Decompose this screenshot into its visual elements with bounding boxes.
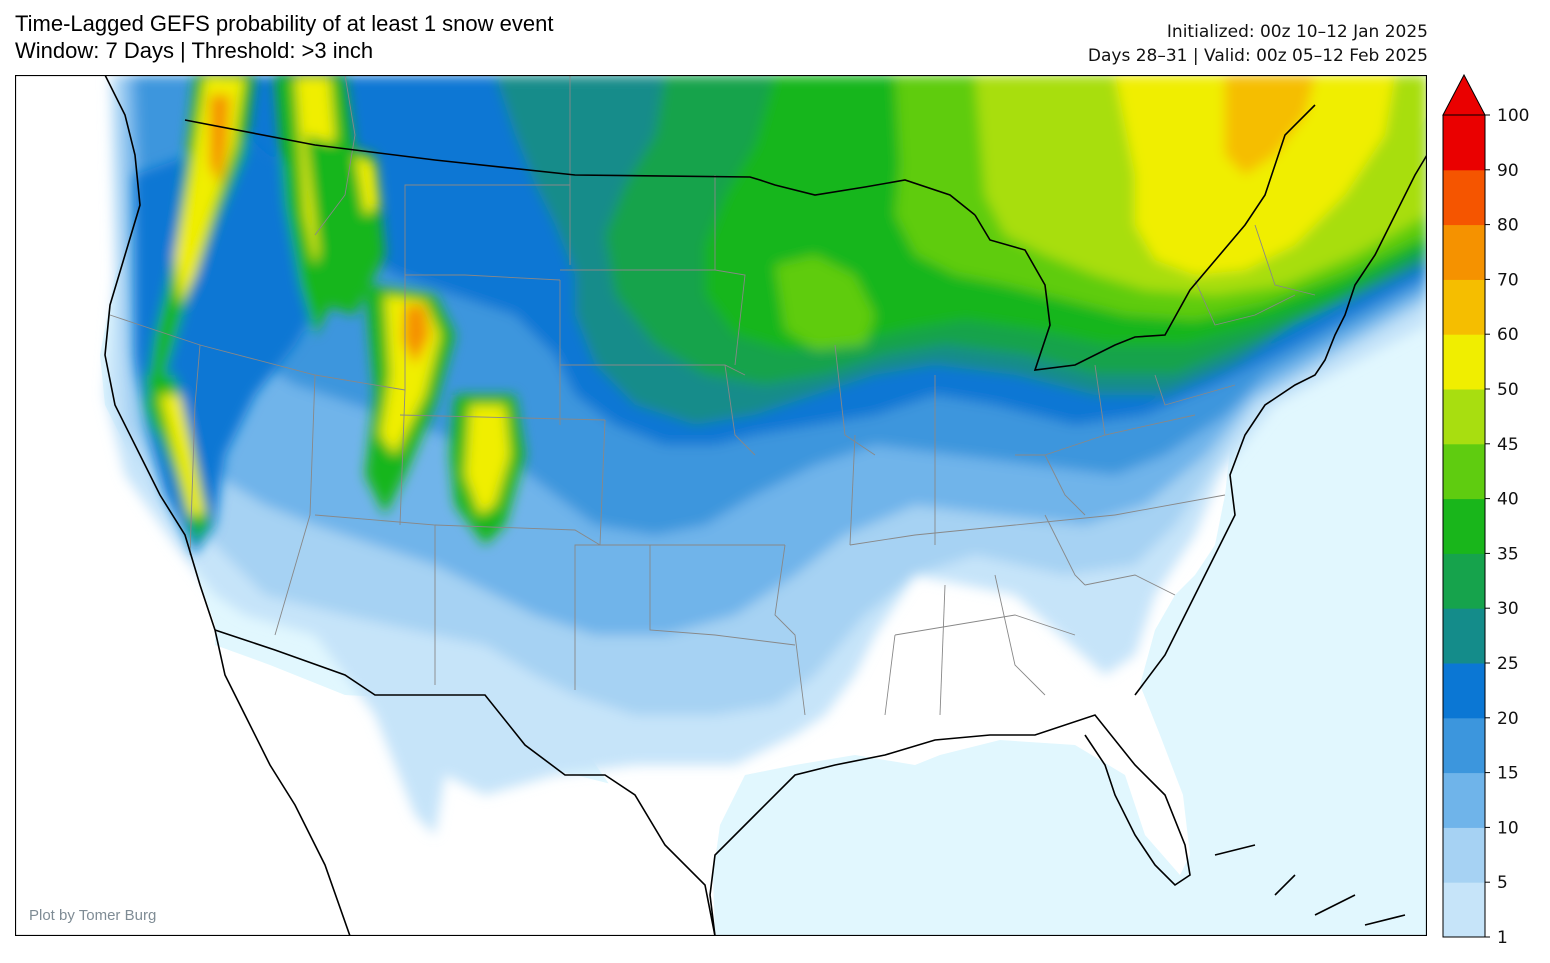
colorbar-segment — [1443, 663, 1485, 719]
map-subtitle: Window: 7 Days | Threshold: >3 inch — [15, 38, 374, 63]
colorbar-segment — [1443, 279, 1485, 335]
colorbar-segment — [1443, 608, 1485, 664]
init-time: Initialized: 00z 10–12 Jan 2025 — [1166, 22, 1428, 42]
colorbar-label: 70 — [1497, 270, 1519, 290]
colorbar-label: 80 — [1497, 216, 1519, 236]
colorbar-segment — [1443, 169, 1485, 226]
colorbar-segment — [1443, 334, 1485, 390]
valid-time: Days 28–31 | Valid: 00z 05–12 Feb 2025 — [1087, 46, 1428, 66]
colorbar-label: 1 — [1497, 928, 1508, 948]
colorbar-label: 20 — [1497, 709, 1519, 729]
colorbar-segment — [1443, 717, 1485, 774]
colorbar-label: 90 — [1497, 161, 1519, 181]
colorbar-segment — [1443, 827, 1485, 883]
colorbar-label: 25 — [1497, 654, 1519, 674]
colorbar-segment — [1443, 553, 1485, 609]
colorbar-label: 45 — [1497, 435, 1519, 455]
colorbar-segment — [1443, 224, 1485, 280]
mountain-streaks — [135, 75, 525, 555]
colorbar-label: 50 — [1497, 380, 1519, 400]
colorbar-segment — [1443, 498, 1485, 554]
colorbar-label: 100 — [1497, 106, 1529, 126]
colorbar-segment — [1443, 115, 1485, 171]
plot-credit: Plot by Tomer Burg — [29, 907, 157, 924]
colorbar-segment — [1443, 443, 1485, 500]
title-block: Time-Lagged GEFS probability of at least… — [15, 10, 553, 64]
borders — [104, 75, 1427, 936]
colorbar-label: 5 — [1497, 873, 1508, 893]
map-title: Time-Lagged GEFS probability of at least… — [15, 11, 554, 36]
colorbar-label: 15 — [1497, 764, 1519, 784]
colorbar-label: 35 — [1497, 544, 1519, 564]
colorbar-extend-arrow — [1442, 73, 1486, 116]
colorbar-label: 60 — [1497, 325, 1519, 345]
probability-shading — [105, 75, 1427, 835]
colorbar-legend: 1 5 10 15 20 25 30 35 40 45 50 60 70 80 90 100 — [1440, 70, 1550, 950]
colorbar-segment — [1443, 772, 1485, 828]
colorbar-label: 10 — [1497, 818, 1519, 838]
colorbar-label: 30 — [1497, 599, 1519, 619]
colorbar-label: 40 — [1497, 490, 1519, 510]
state-lines — [109, 75, 1316, 716]
colorbar-segment — [1443, 882, 1485, 938]
colorbar-outline — [1442, 114, 1486, 938]
run-info: Initialized: 00z 10–12 Jan 2025 Days 28–… — [1088, 20, 1428, 68]
probability-map — [15, 75, 1427, 936]
colorbar-segment — [1443, 389, 1485, 445]
